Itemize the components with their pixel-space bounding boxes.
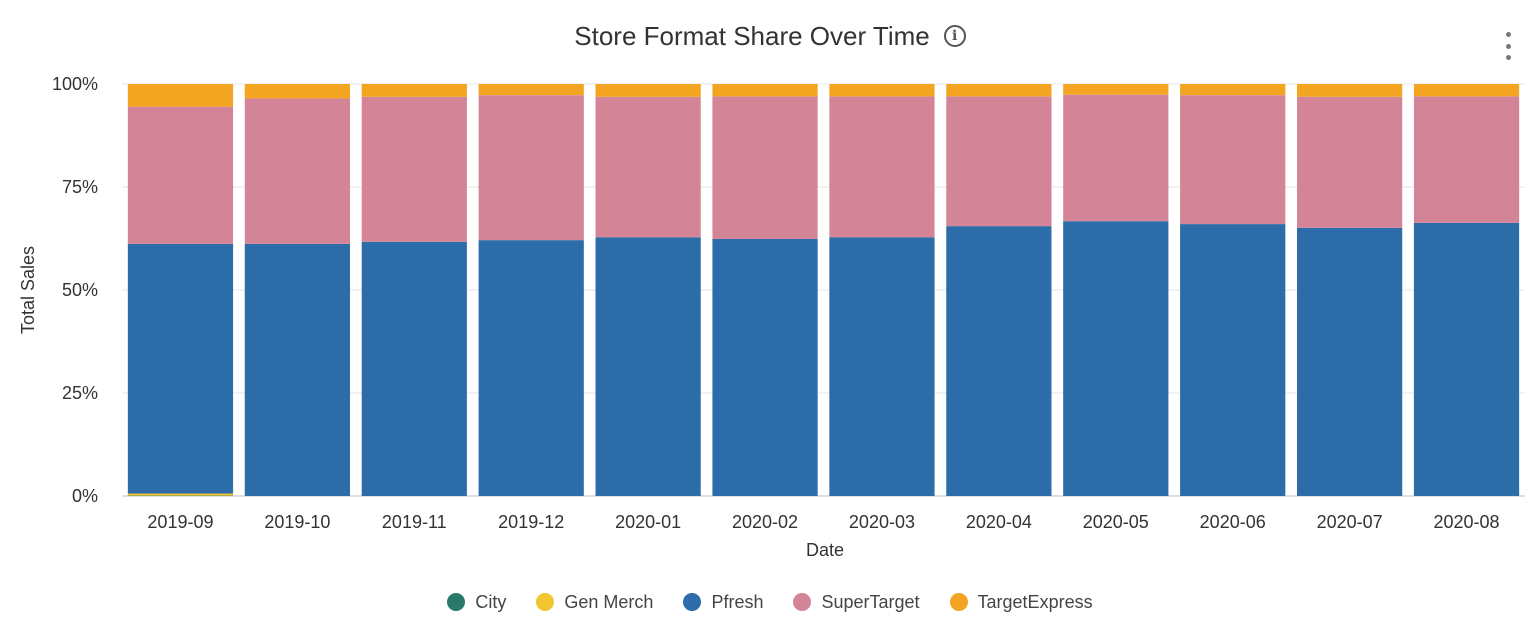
x-tick-label: 2020-08 bbox=[1434, 512, 1500, 532]
bar-segment-pfresh[interactable] bbox=[712, 238, 818, 497]
x-tick-label: 2020-04 bbox=[966, 512, 1032, 532]
bar-segment-pfresh[interactable] bbox=[127, 243, 234, 494]
bar-segment-targetexpress[interactable] bbox=[712, 84, 818, 97]
x-tick-label: 2019-10 bbox=[264, 512, 330, 532]
bar-segment-supertarget[interactable] bbox=[1063, 94, 1169, 222]
bar-segment-pfresh[interactable] bbox=[829, 237, 935, 496]
bar-segment-targetexpress[interactable] bbox=[1297, 84, 1403, 97]
bar-segment-pfresh[interactable] bbox=[1413, 222, 1520, 496]
legend-item-supertarget[interactable]: SuperTarget bbox=[793, 591, 920, 613]
bar-segment-targetexpress[interactable] bbox=[1413, 84, 1520, 97]
bar-segment-pfresh[interactable] bbox=[1297, 227, 1403, 496]
bar-segment-gen-merch[interactable] bbox=[127, 493, 234, 496]
bar-segment-supertarget[interactable] bbox=[361, 96, 467, 242]
legend-swatch bbox=[793, 593, 812, 611]
legend-label: TargetExpress bbox=[977, 591, 1093, 612]
y-tick-label: 0% bbox=[72, 486, 98, 506]
bar-segment-pfresh[interactable] bbox=[244, 243, 350, 496]
info-icon[interactable]: i bbox=[943, 25, 966, 47]
bar-segment-targetexpress[interactable] bbox=[244, 84, 350, 99]
x-tick-label: 2020-03 bbox=[849, 512, 915, 532]
bar-segment-targetexpress[interactable] bbox=[595, 84, 701, 97]
x-tick-label: 2020-02 bbox=[732, 512, 798, 532]
bar-segment-supertarget[interactable] bbox=[1180, 95, 1286, 225]
chart-legend: City Gen Merch Pfresh SuperTarget TargetExpr… bbox=[0, 588, 1540, 616]
bar-segment-supertarget[interactable] bbox=[478, 95, 584, 241]
kebab-menu-icon[interactable] bbox=[1504, 32, 1512, 60]
y-tick-label: 100% bbox=[52, 74, 98, 94]
x-tick-label: 2020-06 bbox=[1200, 512, 1266, 532]
legend-swatch bbox=[683, 593, 702, 611]
legend-label: SuperTarget bbox=[821, 591, 920, 612]
bar-segment-targetexpress[interactable] bbox=[946, 84, 1052, 97]
bar-segment-targetexpress[interactable] bbox=[1063, 84, 1169, 95]
bar-segment-supertarget[interactable] bbox=[946, 96, 1052, 227]
bar-segment-pfresh[interactable] bbox=[1063, 221, 1169, 497]
legend-swatch bbox=[536, 593, 555, 611]
bar-segment-pfresh[interactable] bbox=[478, 240, 584, 496]
bar-segment-targetexpress[interactable] bbox=[478, 84, 584, 96]
legend-swatch bbox=[949, 593, 968, 611]
x-tick-label: 2019-11 bbox=[382, 512, 447, 532]
bar-segment-supertarget[interactable] bbox=[127, 106, 234, 244]
bar-segment-pfresh[interactable] bbox=[1180, 224, 1286, 496]
bar-segment-pfresh[interactable] bbox=[361, 241, 467, 496]
bar-segment-supertarget[interactable] bbox=[712, 96, 818, 239]
y-tick-label: 50% bbox=[62, 280, 98, 300]
bar-segment-pfresh[interactable] bbox=[595, 237, 701, 496]
bars bbox=[127, 84, 1520, 497]
x-tick-label: 2020-05 bbox=[1083, 512, 1149, 532]
legend-label: Pfresh bbox=[711, 591, 764, 612]
bar-segment-targetexpress[interactable] bbox=[361, 84, 467, 97]
legend-item-targetexpress[interactable]: TargetExpress bbox=[949, 591, 1093, 613]
chart-header: Store Format Share Over Time i bbox=[0, 14, 1540, 58]
legend-item-city[interactable]: City bbox=[447, 592, 506, 613]
legend-item-pfresh[interactable]: Pfresh bbox=[683, 592, 763, 613]
bar-segment-supertarget[interactable] bbox=[1297, 96, 1403, 228]
bar-segment-supertarget[interactable] bbox=[595, 96, 701, 238]
bar-segment-supertarget[interactable] bbox=[1413, 96, 1520, 223]
bar-segment-pfresh[interactable] bbox=[946, 226, 1052, 496]
x-axis-label: Date bbox=[806, 540, 844, 560]
y-axis-label: Total Sales bbox=[18, 246, 38, 334]
bar-segment-targetexpress[interactable] bbox=[829, 84, 935, 97]
y-tick-label: 25% bbox=[62, 383, 98, 403]
legend-swatch bbox=[447, 593, 466, 611]
x-tick-label: 2019-12 bbox=[498, 512, 564, 532]
bar-segment-supertarget[interactable] bbox=[244, 98, 350, 244]
bar-segment-supertarget[interactable] bbox=[829, 96, 935, 238]
chart-title: Store Format Share Over Time bbox=[574, 20, 930, 51]
stacked-bar-chart: 0% 25% 50% 75% 100% 2019-09 2019-10 2019-11 2019… bbox=[18, 74, 1525, 560]
y-tick-label: 75% bbox=[62, 177, 98, 197]
bar-segment-targetexpress[interactable] bbox=[127, 84, 234, 107]
axes: 0% 25% 50% 75% 100% 2019-09 2019-10 2019-11 2019… bbox=[52, 74, 1500, 532]
x-tick-label: 2019-09 bbox=[147, 512, 213, 532]
grid-lines bbox=[122, 83, 1525, 497]
x-tick-label: 2020-07 bbox=[1317, 512, 1383, 532]
bar-segment-targetexpress[interactable] bbox=[1180, 84, 1286, 96]
legend-item-gen-merch[interactable]: Gen Merch bbox=[536, 592, 653, 613]
x-tick-label: 2020-01 bbox=[615, 512, 681, 532]
legend-label: City bbox=[475, 591, 507, 612]
legend-label: Gen Merch bbox=[564, 591, 654, 612]
